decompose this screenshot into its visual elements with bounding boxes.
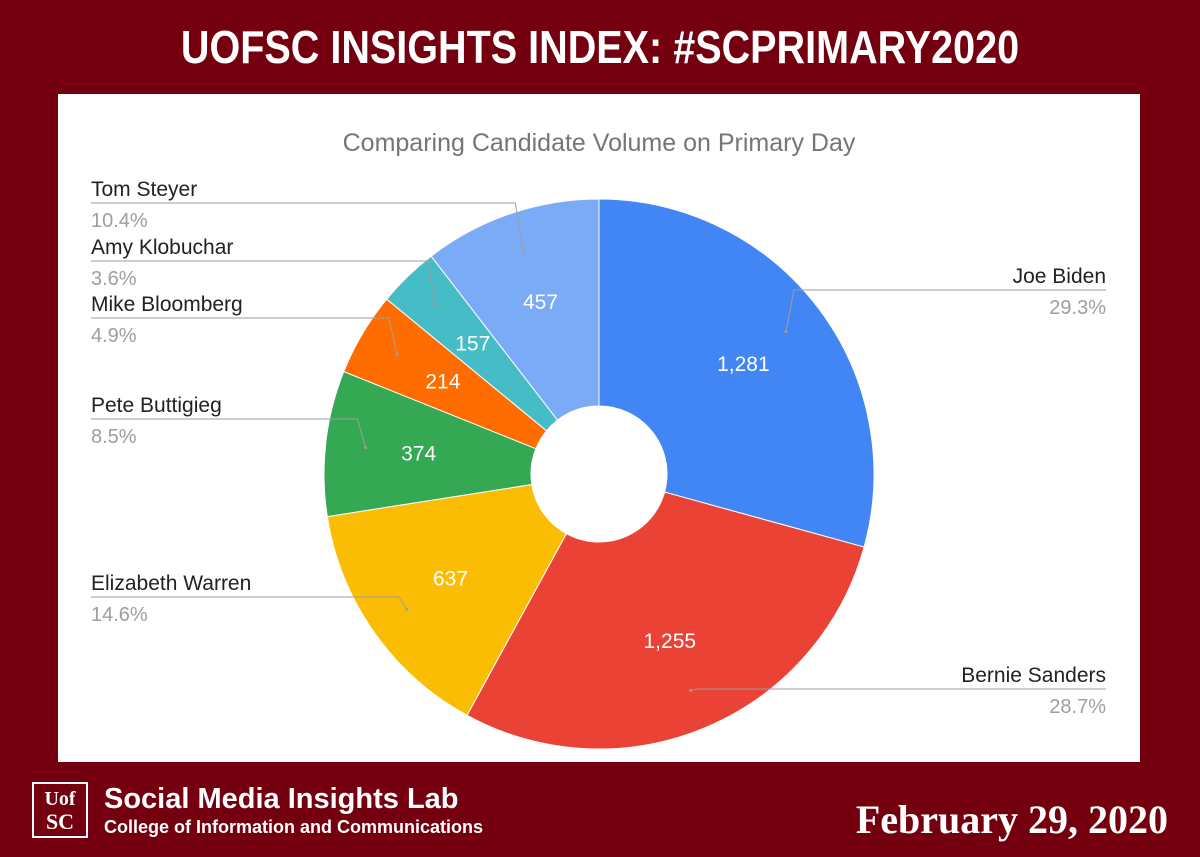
logo-line-1: Uof — [44, 788, 76, 810]
value-label-joe-biden: 1,281 — [717, 353, 770, 376]
slice-bernie-sanders — [466, 491, 865, 750]
value-label-mike-bloomberg: 214 — [425, 370, 460, 393]
name-label-mike-bloomberg: Mike Bloomberg — [91, 293, 243, 316]
name-label-elizabeth-warren: Elizabeth Warren — [91, 572, 251, 595]
leader-line-elizabeth-warren — [91, 596, 408, 610]
donut-chart: Comparing Candidate Volume on Primary Da… — [91, 129, 1106, 750]
percent-label-mike-bloomberg: 4.9% — [91, 325, 137, 347]
name-label-joe-biden: Joe Biden — [1013, 265, 1106, 288]
value-label-tom-steyer: 457 — [523, 291, 558, 314]
slice-joe-biden — [598, 198, 875, 548]
value-label-bernie-sanders: 1,255 — [644, 630, 697, 653]
page-title: UOFSC INSIGHTS INDEX: #SCPRIMARY2020 — [180, 21, 1020, 73]
percent-label-amy-klobuchar: 3.6% — [91, 268, 137, 290]
slice-pete-buttigieg — [323, 370, 537, 518]
name-label-pete-buttigieg: Pete Buttigieg — [91, 394, 222, 417]
name-label-bernie-sanders: Bernie Sanders — [961, 664, 1106, 687]
chart-title: Comparing Candidate Volume on Primary Da… — [343, 129, 856, 157]
leader-line-amy-klobuchar — [91, 260, 437, 306]
leader-line-tom-steyer — [91, 202, 524, 252]
slice-elizabeth-warren — [326, 483, 568, 716]
uofsc-logo: Uof SC — [32, 782, 88, 838]
date-label: February 29, 2020 — [855, 797, 1168, 842]
leader-line-bernie-sanders — [690, 688, 1106, 691]
college-name: College of Information and Communication… — [104, 817, 484, 837]
percent-label-elizabeth-warren: 14.6% — [91, 604, 148, 626]
lab-name: Social Media Insights Lab — [104, 783, 459, 815]
chart-card: Comparing Candidate Volume on Primary Da… — [58, 94, 1140, 762]
name-label-tom-steyer: Tom Steyer — [91, 178, 197, 201]
logo-line-2: SC — [45, 809, 75, 834]
leader-line-mike-bloomberg — [91, 317, 398, 355]
leader-line-joe-biden — [785, 289, 1106, 332]
percent-label-joe-biden: 29.3% — [1049, 297, 1106, 319]
slice-tom-steyer — [430, 198, 600, 421]
leader-line-pete-buttigieg — [91, 418, 366, 448]
percent-label-bernie-sanders: 28.7% — [1049, 696, 1106, 718]
percent-label-pete-buttigieg: 8.5% — [91, 426, 137, 448]
value-label-amy-klobuchar: 157 — [455, 333, 490, 356]
percent-label-tom-steyer: 10.4% — [91, 210, 148, 232]
value-label-elizabeth-warren: 637 — [433, 567, 468, 590]
value-label-pete-buttigieg: 374 — [401, 443, 436, 466]
name-label-amy-klobuchar: Amy Klobuchar — [91, 236, 233, 259]
